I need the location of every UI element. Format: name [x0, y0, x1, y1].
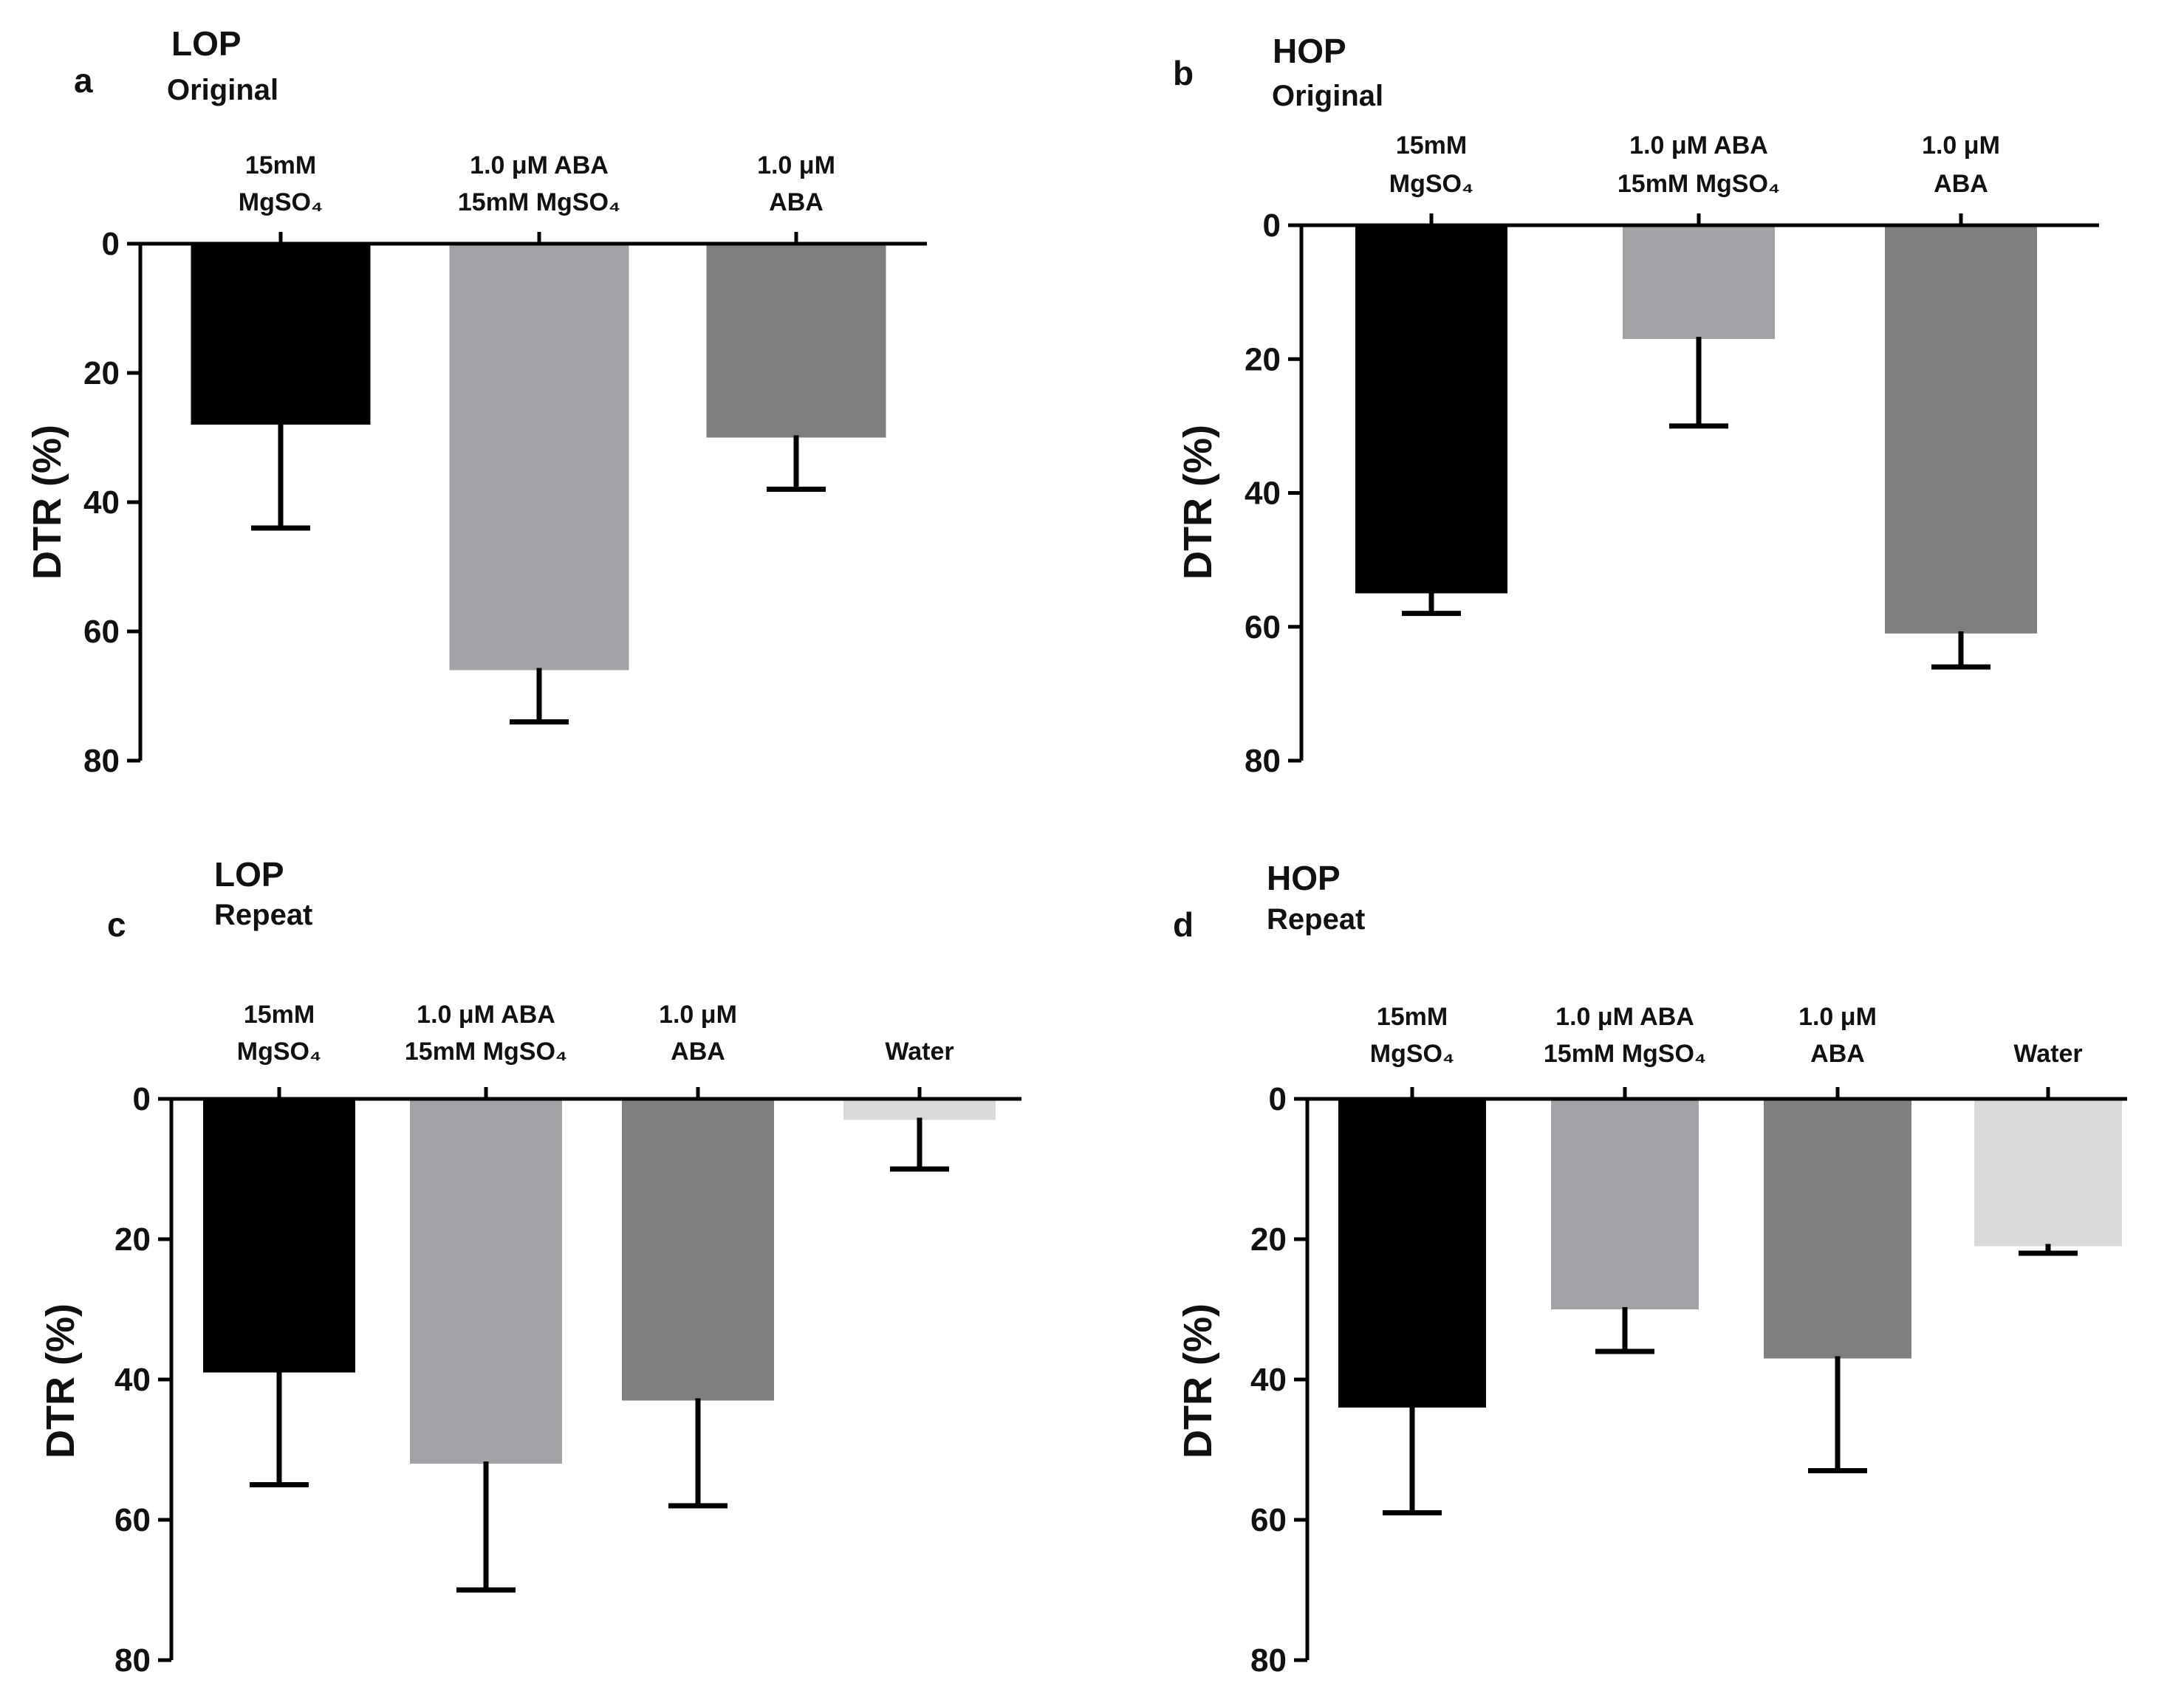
category-label-line1: 1.0 μM ABA — [1629, 131, 1768, 160]
category-label-line2: ABA — [769, 188, 824, 216]
category-label-line2: Water — [885, 1038, 954, 1066]
category-label-line2: MgSO₄ — [1370, 1040, 1454, 1068]
category-label-line1: 1.0 μM — [1922, 131, 2000, 160]
y-tick-label: 40 — [1245, 476, 1281, 512]
panel-title: LOP — [171, 24, 242, 63]
category-label-line2: ABA — [1810, 1040, 1865, 1068]
category-label-line2: MgSO₄ — [239, 188, 323, 216]
panel-subtitle: Original — [167, 74, 278, 106]
bar — [1551, 1099, 1699, 1309]
bar — [1623, 225, 1775, 340]
bar — [1764, 1099, 1911, 1359]
y-tick-label: 80 — [114, 1642, 151, 1679]
category-label-line2: Water — [2013, 1040, 2082, 1068]
bar — [1885, 225, 2037, 634]
panel-letter: d — [1173, 905, 1194, 944]
bar — [1338, 1099, 1486, 1408]
y-tick-label: 60 — [1250, 1502, 1287, 1538]
category-label-line1: 1.0 μM — [1798, 1003, 1877, 1031]
panel-letter: c — [107, 905, 126, 944]
bar — [843, 1099, 996, 1120]
bar — [622, 1099, 774, 1401]
category-label-line2: 15mM MgSO₄ — [1544, 1040, 1706, 1068]
y-tick-label: 20 — [1245, 341, 1281, 377]
category-label-line1: 15mM — [244, 1001, 315, 1029]
y-tick-label: 40 — [114, 1362, 151, 1398]
y-tick-label: 60 — [1245, 609, 1281, 645]
y-tick-label: 20 — [114, 1221, 151, 1258]
panel-subtitle: Original — [1272, 80, 1383, 112]
panel-title: HOP — [1267, 859, 1341, 897]
category-label-line1: 15mM — [1377, 1003, 1448, 1031]
panel-b: b HOP Original DTR (%) 0 20 40 60 80 15mM MgSO₄ 1.0… — [1173, 32, 2099, 779]
panel-letter: a — [74, 61, 93, 100]
y-tick-label: 60 — [83, 614, 120, 650]
y-tick-label: 0 — [102, 226, 120, 262]
category-label-line2: MgSO₄ — [1389, 170, 1473, 198]
bar — [1355, 225, 1507, 594]
category-label-line2: 15mM MgSO₄ — [1618, 170, 1780, 198]
y-tick-label: 60 — [114, 1502, 151, 1538]
y-tick-label: 0 — [1263, 208, 1281, 244]
category-label-line2: 15mM MgSO₄ — [405, 1038, 567, 1066]
category-label-line2: MgSO₄ — [237, 1038, 321, 1066]
y-tick-label: 80 — [1250, 1642, 1287, 1679]
bar — [1974, 1099, 2122, 1247]
category-label-line1: 15mM — [1396, 131, 1467, 160]
panel-d: d HOP Repeat DTR (%) 0 20 40 60 80 15mM MgSO₄ 1.0 μ… — [1173, 859, 2127, 1679]
panel-title: HOP — [1273, 32, 1346, 70]
bar — [706, 244, 886, 438]
panel-letter: b — [1173, 54, 1194, 92]
y-tick-label: 80 — [83, 743, 120, 779]
category-label-line2: ABA — [671, 1038, 725, 1066]
panel-a: a LOP Original DTR (%) 0 20 40 60 80 15mM MgSO₄ 1.0… — [25, 24, 927, 779]
y-axis-label: DTR (%) — [1176, 425, 1220, 580]
panel-subtitle: Repeat — [214, 899, 312, 931]
bar — [203, 1099, 355, 1373]
bar — [191, 244, 371, 425]
category-label-line2: 15mM MgSO₄ — [458, 188, 620, 216]
category-label-line1: 15mM — [245, 151, 316, 179]
y-tick-label: 0 — [1269, 1081, 1287, 1117]
y-tick-label: 80 — [1245, 743, 1281, 779]
category-label-line2: ABA — [1934, 170, 1988, 198]
panel-subtitle: Repeat — [1267, 903, 1365, 936]
category-label-line1: 1.0 μM — [757, 151, 835, 179]
category-label-line1: 1.0 μM — [659, 1001, 737, 1029]
category-label-line1: 1.0 μM ABA — [417, 1001, 555, 1029]
y-tick-label: 0 — [133, 1081, 151, 1117]
panel-title: LOP — [214, 855, 284, 894]
y-tick-label: 20 — [83, 355, 120, 391]
y-axis-label: DTR (%) — [25, 425, 69, 580]
y-axis-label: DTR (%) — [38, 1303, 83, 1459]
panel-c: c LOP Repeat DTR (%) 0 20 40 60 80 15mM MgSO₄ 1.0 μ… — [38, 855, 1021, 1679]
y-axis-label: DTR (%) — [1176, 1303, 1220, 1459]
y-tick-label: 20 — [1250, 1221, 1287, 1258]
category-label-line1: 1.0 μM ABA — [470, 151, 609, 179]
bar — [449, 244, 629, 671]
bar — [410, 1099, 562, 1464]
y-tick-label: 40 — [83, 484, 120, 521]
y-tick-label: 40 — [1250, 1362, 1287, 1398]
category-label-line1: 1.0 μM ABA — [1555, 1003, 1694, 1031]
